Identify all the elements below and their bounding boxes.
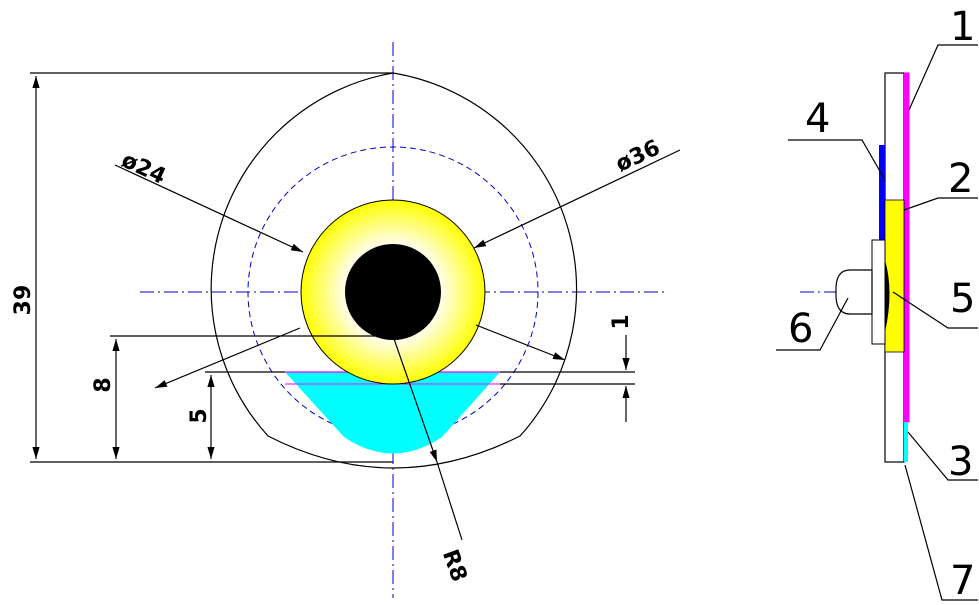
r8-leader-out	[436, 461, 463, 541]
fitting-flange	[871, 239, 886, 345]
dia36-leader-lower	[154, 327, 301, 389]
leader-1	[908, 44, 978, 111]
dia24-leader-lower	[475, 324, 566, 361]
leader-2	[903, 197, 978, 211]
leader-7	[904, 464, 978, 601]
dim-5: 5	[187, 408, 212, 423]
dark-insert	[885, 260, 890, 332]
hidden-circle	[247, 146, 539, 438]
dim-r8: R8	[437, 546, 472, 585]
dim-39: 39	[11, 285, 36, 316]
leader-3	[907, 431, 978, 481]
dim-1: 1	[609, 314, 634, 329]
dim-8: 8	[91, 377, 116, 392]
part-number-2: 2	[948, 156, 973, 202]
cyan-layer	[904, 422, 908, 462]
side-view: 1 2 3 4 5 6 7	[776, 4, 978, 604]
dim-dia24: ø24	[117, 148, 169, 190]
fluid-region	[285, 372, 500, 454]
fitting-nipple	[835, 269, 873, 315]
body-outline	[210, 72, 578, 469]
dia24-leader-upper	[114, 164, 304, 253]
leader-5	[892, 291, 978, 329]
dia36-leader-upper	[473, 149, 681, 249]
center-hole	[345, 244, 441, 340]
part-number-1: 1	[950, 4, 975, 50]
part-number-4: 4	[805, 96, 830, 142]
blue-layer	[879, 145, 885, 325]
part-number-5: 5	[950, 276, 975, 322]
magenta-layer	[904, 72, 910, 423]
part-number-7: 7	[950, 558, 975, 604]
front-view: ø24 ø36 39 8 5 1 R8	[11, 42, 681, 598]
dim-dia36: ø36	[612, 135, 664, 177]
part-number-3: 3	[948, 439, 973, 485]
leader-6	[776, 297, 849, 351]
leader-4	[788, 139, 886, 181]
r8-leader-in	[392, 335, 438, 463]
part-number-6: 6	[788, 306, 813, 352]
